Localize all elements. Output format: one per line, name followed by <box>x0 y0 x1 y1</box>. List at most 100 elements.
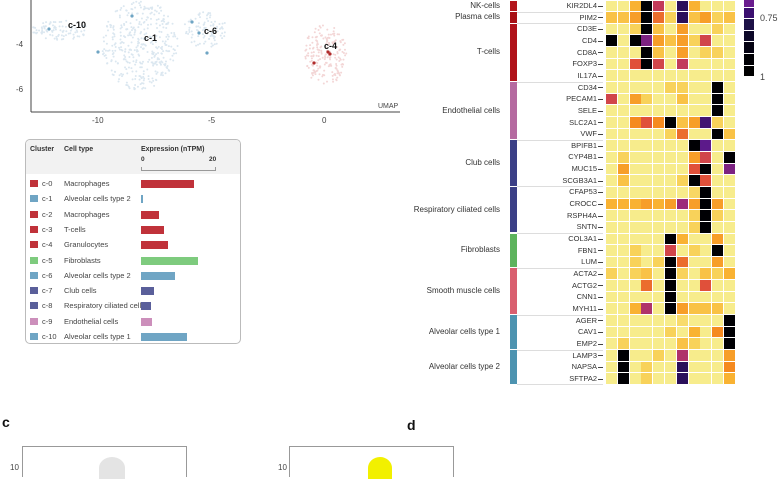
gene-label: CROCC <box>569 199 598 209</box>
heatmap-cell <box>606 175 617 186</box>
heatmap-cell <box>688 256 700 268</box>
cell-type-group-label: Fibroblasts <box>460 245 500 255</box>
umap-point <box>65 19 68 22</box>
umap-point <box>138 21 141 24</box>
heatmap-cell <box>676 373 688 384</box>
heatmap-cell <box>617 47 629 58</box>
umap-point <box>42 22 45 25</box>
cluster-label: c-10 <box>68 20 87 30</box>
umap-point <box>131 12 134 15</box>
umap-point <box>128 34 131 37</box>
umap-point <box>161 23 164 26</box>
umap-point <box>321 56 324 59</box>
heatmap-cell <box>700 0 712 12</box>
umap-point <box>153 13 156 16</box>
heatmap-cell <box>688 35 700 47</box>
umap-point <box>211 44 214 47</box>
umap-point <box>199 26 202 29</box>
gene-label: FOXP3 <box>572 59 597 69</box>
umap-point <box>53 37 56 40</box>
umap-point <box>130 29 133 32</box>
umap-point <box>167 35 170 38</box>
umap-point <box>160 71 163 74</box>
gene-label: MUC15 <box>571 164 597 174</box>
cell-type: Granulocytes <box>64 240 109 250</box>
umap-point <box>209 12 212 15</box>
gene-tick <box>598 133 603 135</box>
umap-point <box>203 28 206 31</box>
umap-point <box>221 27 224 30</box>
umap-point <box>160 30 163 33</box>
umap-point <box>345 52 348 55</box>
umap-point <box>105 24 108 27</box>
umap-point <box>195 44 198 47</box>
umap-point <box>326 43 329 46</box>
cell-type-group-label: Respiratory ciliated cells <box>413 204 500 214</box>
umap-point <box>76 21 79 24</box>
umap-point <box>312 51 315 54</box>
umap-point <box>163 42 166 45</box>
cell-type-group-label: Endothelial cells <box>442 105 500 115</box>
umap-point <box>210 31 213 34</box>
umap-point <box>213 39 216 42</box>
heatmap-cell <box>641 256 653 268</box>
umap-point <box>62 35 65 38</box>
umap-point <box>160 9 163 12</box>
umap-point <box>318 25 321 28</box>
expression-bar <box>141 333 187 341</box>
umap-point <box>329 58 332 61</box>
heatmap-cell <box>665 70 676 82</box>
umap-point <box>208 16 211 19</box>
heatmap-cell <box>724 93 735 105</box>
heatmap-cell <box>688 23 700 35</box>
cluster-color-swatch <box>30 302 38 310</box>
umap-point <box>210 42 213 45</box>
umap-point <box>114 46 117 49</box>
umap-point <box>329 33 332 36</box>
umap-point <box>114 70 117 73</box>
cell-type: Alveolar cells type 2 <box>64 270 131 280</box>
umap-point <box>219 34 222 37</box>
umap-point <box>120 7 123 10</box>
group-divider <box>517 186 603 188</box>
heatmap-cell <box>629 326 641 338</box>
heatmap-cell <box>688 350 700 361</box>
heatmap-cell <box>629 373 641 384</box>
gene-label: SNTN <box>576 222 597 232</box>
umap-point <box>153 62 156 65</box>
heatmap-cell <box>606 221 617 233</box>
umap-point <box>156 4 159 7</box>
umap-point <box>150 61 153 64</box>
umap-point <box>218 23 221 26</box>
heatmap-cell <box>629 70 641 82</box>
heatmap-cell <box>724 198 735 210</box>
heatmap-cell <box>676 93 688 105</box>
umap-point <box>318 65 321 68</box>
heatmap-cell <box>653 58 665 70</box>
heatmap-cell <box>724 105 735 117</box>
umap-point <box>136 48 139 51</box>
umap-point <box>306 36 309 39</box>
cell-type-group-label: Alveolar cells type 1 <box>428 327 500 337</box>
umap-point <box>316 43 319 46</box>
expression-bar <box>141 180 194 188</box>
heatmap-cell <box>676 163 688 175</box>
heatmap-cell <box>676 82 688 93</box>
umap-point <box>69 32 72 35</box>
heatmap-cell <box>724 315 735 326</box>
heatmap-cell <box>688 186 700 198</box>
umap-point <box>131 8 134 11</box>
heatmap-cell <box>653 350 665 361</box>
group-divider <box>517 384 603 386</box>
umap-point <box>32 31 35 34</box>
umap-point <box>116 9 119 12</box>
colorbar-label: 0.75 <box>760 13 778 23</box>
heatmap-cell <box>712 326 724 338</box>
umap-point <box>323 69 326 72</box>
umap-point <box>131 36 134 39</box>
umap-point <box>155 10 158 13</box>
umap-point <box>129 22 132 25</box>
umap-point <box>123 22 126 25</box>
group-color-bar <box>510 186 517 233</box>
umap-point <box>317 55 320 58</box>
